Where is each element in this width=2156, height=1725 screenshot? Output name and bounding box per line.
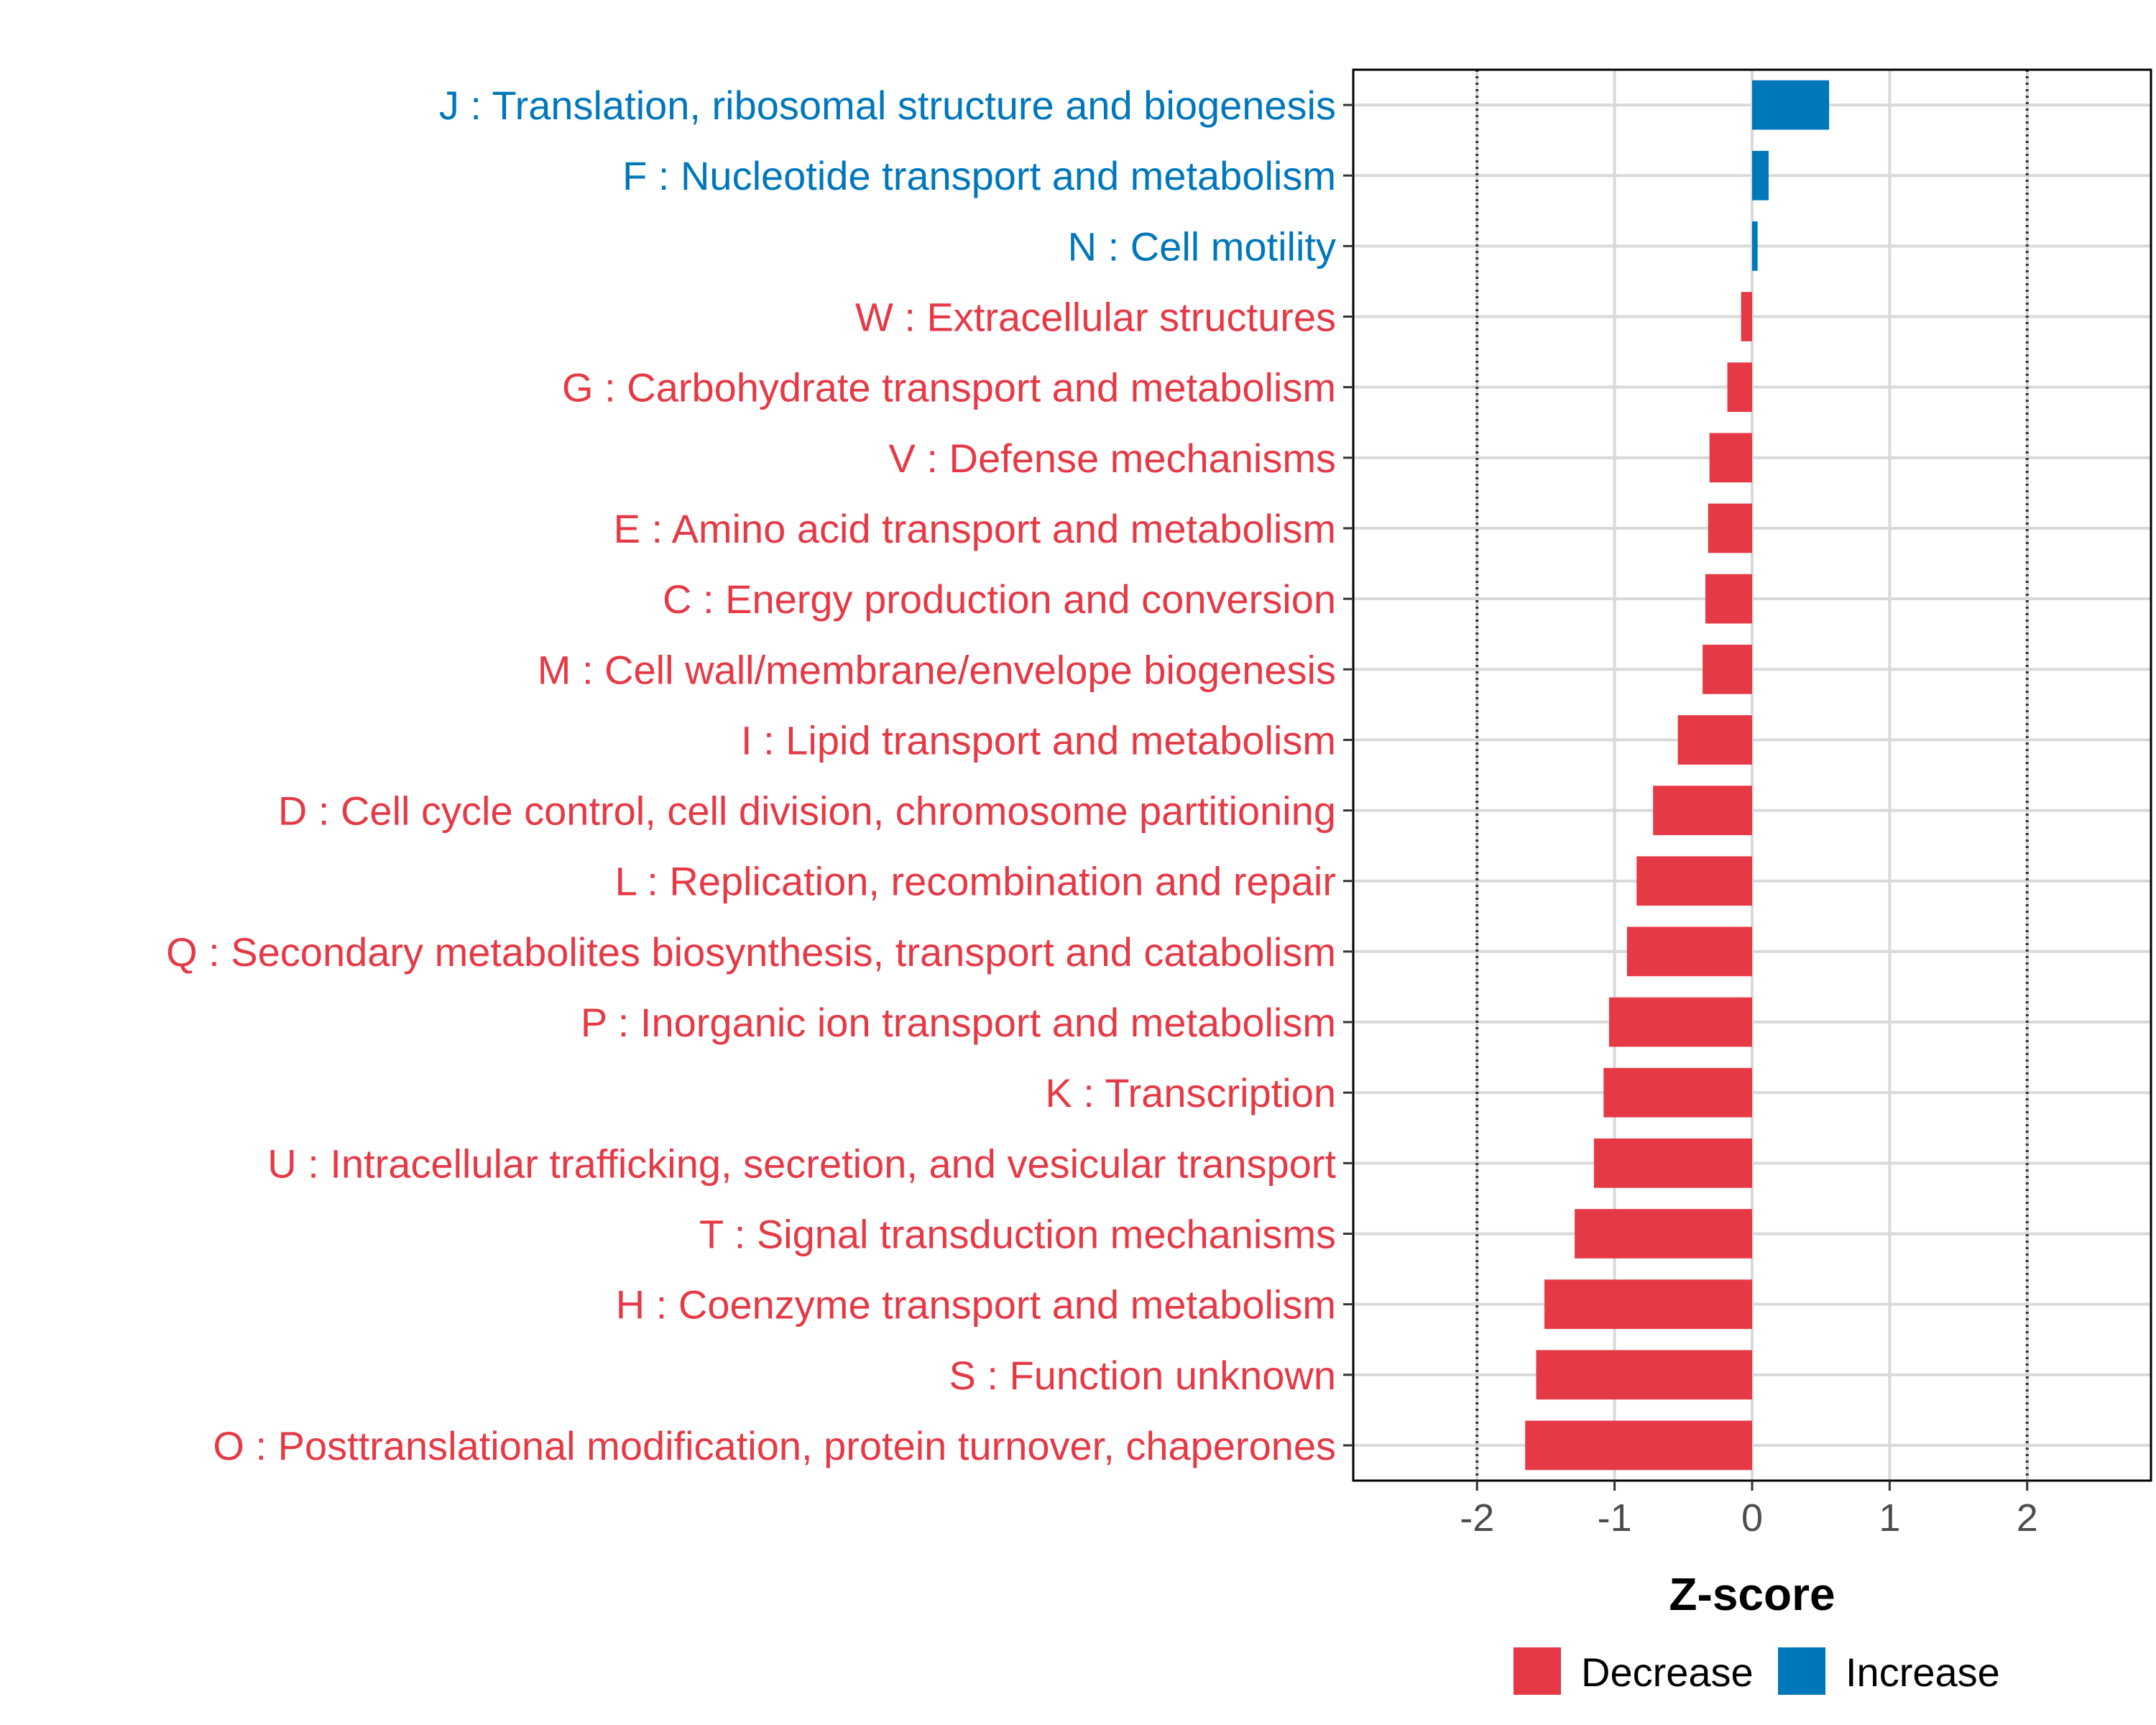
x-tick-label: -1 — [1598, 1496, 1632, 1540]
bar-p — [1609, 998, 1752, 1047]
x-tick-label: -2 — [1460, 1496, 1494, 1540]
category-label-h: H : Coenzyme transport and metabolism — [616, 1282, 1336, 1328]
x-tick-label: 1 — [1879, 1496, 1900, 1540]
x-tick-label: 0 — [1741, 1496, 1763, 1540]
category-label-k: K : Transcription — [1045, 1070, 1336, 1116]
legend-label-increase: Increase — [1846, 1650, 2000, 1695]
legend-key-decrease — [1514, 1647, 1561, 1695]
category-label-n: N : Cell motility — [1068, 224, 1336, 269]
category-label-l: L : Replication, recombination and repai… — [615, 859, 1336, 904]
category-label-p: P : Inorganic ion transport and metaboli… — [581, 1000, 1336, 1045]
category-label-v: V : Defense mechanisms — [889, 436, 1336, 481]
x-tick-label: 2 — [2017, 1496, 2038, 1540]
bar-w — [1741, 292, 1752, 341]
category-label-s: S : Function unknown — [949, 1353, 1336, 1398]
category-label-u: U : Intracellular trafficking, secretion… — [267, 1141, 1336, 1186]
bar-v — [1710, 433, 1752, 482]
category-label-w: W : Extracellular structures — [855, 295, 1336, 340]
category-label-q: Q : Secondary metabolites biosynthesis, … — [166, 929, 1336, 975]
bar-s — [1537, 1350, 1752, 1399]
bar-l — [1636, 856, 1752, 906]
bar-f — [1752, 151, 1769, 201]
bar-o — [1525, 1421, 1752, 1471]
bar-n — [1752, 221, 1758, 271]
zscore-bar-chart: J : Translation, ribosomal structure and… — [0, 0, 2156, 1725]
bar-u — [1594, 1138, 1752, 1188]
bar-i — [1678, 715, 1752, 765]
category-label-j: J : Translation, ribosomal structure and… — [439, 83, 1336, 128]
bar-q — [1627, 927, 1752, 977]
bar-t — [1575, 1209, 1752, 1259]
bar-c — [1705, 574, 1752, 624]
category-label-t: T : Signal transduction mechanisms — [699, 1211, 1336, 1256]
legend-label-decrease: Decrease — [1581, 1650, 1754, 1695]
category-label-o: O : Posttranslational modification, prot… — [213, 1423, 1336, 1468]
bar-g — [1728, 362, 1752, 412]
category-label-g: G : Carbohydrate transport and metabolis… — [562, 365, 1336, 410]
category-label-f: F : Nucleotide transport and metabolism — [622, 153, 1336, 198]
bar-j — [1752, 80, 1829, 130]
bar-h — [1544, 1279, 1752, 1329]
bar-m — [1703, 645, 1752, 694]
category-label-m: M : Cell wall/membrane/envelope biogenes… — [538, 647, 1336, 692]
category-label-i: I : Lipid transport and metabolism — [741, 717, 1336, 763]
category-label-d: D : Cell cycle control, cell division, c… — [278, 788, 1336, 834]
category-label-c: C : Energy production and conversion — [663, 576, 1336, 622]
bar-e — [1708, 504, 1752, 553]
category-label-e: E : Amino acid transport and metabolism — [614, 506, 1336, 551]
bar-d — [1653, 786, 1752, 835]
bar-k — [1603, 1068, 1752, 1118]
x-axis-title: Z-score — [1669, 1568, 1835, 1620]
legend-key-increase — [1778, 1647, 1825, 1695]
